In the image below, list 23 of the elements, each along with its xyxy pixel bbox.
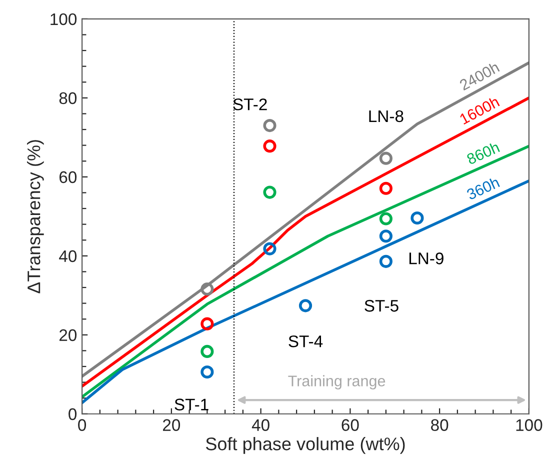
y-tick-label: 40 bbox=[59, 250, 77, 262]
annotation: LN-8 bbox=[369, 110, 404, 122]
text: 860h bbox=[466, 141, 500, 165]
x-tick-label: 60 bbox=[342, 419, 359, 431]
x-axis-title: Soft phase volume (wt%) bbox=[206, 437, 405, 454]
annotation: ST-4 bbox=[288, 335, 323, 348]
y-axis-title: ΔTransparency (%) bbox=[26, 140, 44, 294]
x-tick-label: 0 bbox=[78, 419, 86, 431]
x-tick-label: 100 bbox=[516, 419, 542, 431]
y-tick-label: 100 bbox=[50, 13, 77, 26]
annotation: ST-1 bbox=[174, 398, 208, 410]
annotation: Training range bbox=[288, 375, 386, 390]
x-tick-label: 40 bbox=[252, 419, 270, 431]
text: 360h bbox=[466, 176, 500, 200]
y-tick-label: 80 bbox=[59, 92, 77, 104]
y-tick-label: 0 bbox=[68, 408, 77, 420]
x-tick-label: 20 bbox=[163, 419, 180, 431]
y-tick-label: 60 bbox=[60, 171, 77, 184]
annotation: ST-5 bbox=[364, 300, 398, 312]
annotation: LN-9 bbox=[409, 252, 444, 264]
annotation: ST-2 bbox=[233, 98, 267, 110]
y-tick-label: 20 bbox=[59, 329, 77, 342]
x-tick-label: 80 bbox=[431, 419, 448, 431]
